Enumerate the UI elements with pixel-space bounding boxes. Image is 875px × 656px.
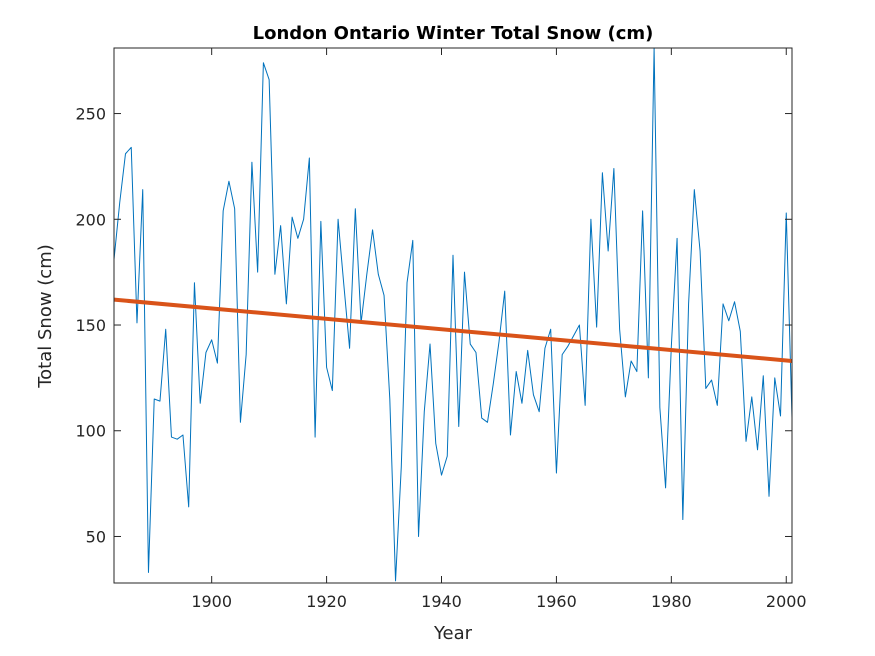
y-tick-label: 100 bbox=[75, 422, 106, 441]
snow-series-line bbox=[114, 48, 792, 582]
x-tick-label: 2000 bbox=[766, 592, 807, 611]
series-layer bbox=[114, 48, 792, 582]
x-axis-label: Year bbox=[433, 623, 473, 644]
y-tick-label: 50 bbox=[86, 527, 106, 546]
y-axis-label: Total Snow (cm) bbox=[35, 244, 56, 389]
x-tick-label: 1920 bbox=[306, 592, 347, 611]
y-tick-label: 250 bbox=[75, 105, 106, 124]
plot-area bbox=[114, 48, 792, 583]
tick-layer: 1900 1920 1940 1960 1980 2000 50 100 150 200 250 bbox=[75, 48, 807, 611]
x-tick-label: 1960 bbox=[536, 592, 577, 611]
y-tick-label: 200 bbox=[75, 210, 106, 229]
y-tick-label: 150 bbox=[75, 316, 106, 335]
axes-box bbox=[113, 47, 793, 584]
x-tick-label: 1900 bbox=[191, 592, 232, 611]
chart-title: London Ontario Winter Total Snow (cm) bbox=[253, 23, 654, 44]
x-tick-label: 1980 bbox=[651, 592, 692, 611]
trend-line bbox=[114, 297, 792, 363]
x-tick-label: 1940 bbox=[421, 592, 462, 611]
